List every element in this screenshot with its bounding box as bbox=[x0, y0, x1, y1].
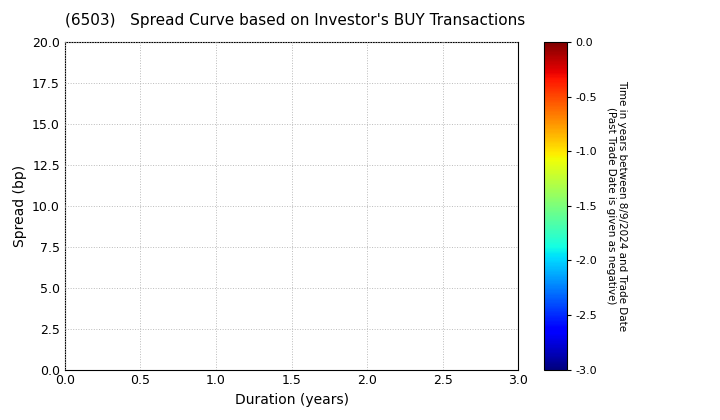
Y-axis label: Spread (bp): Spread (bp) bbox=[12, 165, 27, 247]
Y-axis label: Time in years between 8/9/2024 and Trade Date
(Past Trade Date is given as negat: Time in years between 8/9/2024 and Trade… bbox=[606, 80, 627, 331]
Text: (6503)   Spread Curve based on Investor's BUY Transactions: (6503) Spread Curve based on Investor's … bbox=[65, 13, 525, 28]
X-axis label: Duration (years): Duration (years) bbox=[235, 393, 348, 407]
